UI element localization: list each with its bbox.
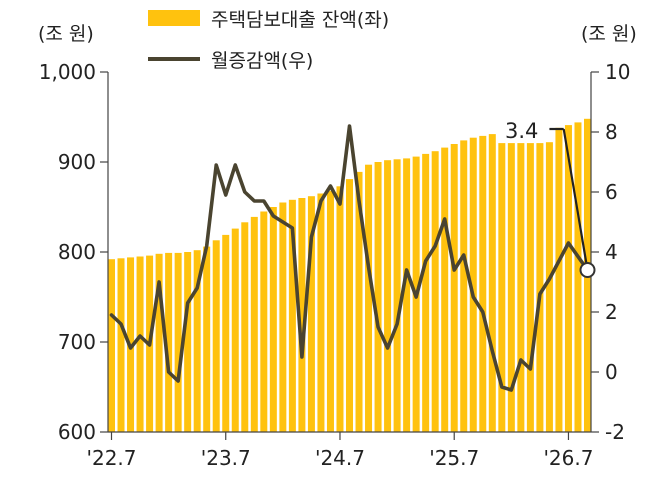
bar (469, 137, 477, 432)
bar (260, 211, 268, 432)
bar (526, 143, 534, 432)
bar (517, 143, 525, 432)
right-tick-label: 8 (605, 120, 618, 144)
bar (488, 134, 496, 432)
right-tick-label: 6 (605, 180, 618, 204)
left-tick-label: 1,000 (39, 60, 96, 84)
bar (250, 216, 258, 432)
x-tick-label: '24.7 (315, 446, 365, 470)
bar (326, 190, 334, 432)
bar (441, 147, 449, 432)
bar (393, 159, 401, 433)
bar (117, 258, 125, 432)
bar (307, 196, 315, 432)
last-point-marker (579, 262, 596, 278)
bar (184, 252, 192, 432)
right-unit-label: (조 원) (581, 23, 637, 45)
bar (545, 142, 553, 432)
bar (564, 125, 572, 432)
right-tick-label: -2 (605, 420, 625, 444)
left-tick-label: 600 (58, 420, 96, 444)
bar (288, 199, 296, 432)
bar (136, 256, 144, 432)
bar (536, 143, 544, 432)
bar (431, 151, 439, 432)
bar (108, 259, 115, 432)
legend-label-line: 월증감액(우) (211, 50, 313, 72)
left-unit-label: (조 원) (38, 23, 94, 45)
right-tick-label: 2 (605, 300, 618, 324)
line-layer (109, 124, 596, 392)
right-tick-label: 4 (605, 240, 618, 264)
bar (479, 135, 487, 432)
bar (269, 207, 277, 432)
legend-swatch-bar (148, 10, 200, 26)
bar (355, 171, 363, 432)
bars-layer (108, 118, 591, 433)
bar (574, 122, 582, 433)
line-series-path (109, 124, 590, 392)
bar (155, 253, 163, 432)
bar (374, 162, 382, 432)
bar (450, 144, 458, 432)
bar (498, 143, 506, 432)
x-tick-label: '25.7 (429, 446, 479, 470)
bar (279, 202, 287, 432)
bar (555, 127, 563, 433)
bar (384, 160, 392, 432)
legend: 주택담보대출 잔액(좌) 월증감액(우) (148, 9, 389, 72)
bar (460, 140, 468, 432)
bar (346, 179, 353, 432)
bar (317, 193, 325, 432)
bar (165, 252, 173, 432)
bar (222, 234, 230, 432)
annotation-label: 3.4 (505, 119, 538, 143)
bar (422, 153, 430, 432)
left-tick-label: 700 (58, 330, 96, 354)
right-tick-label: 10 (605, 60, 630, 84)
left-tick-label: 900 (58, 150, 96, 174)
x-tick-label: '23.7 (201, 446, 251, 470)
x-tick-label: '22.7 (86, 446, 136, 470)
bar (231, 228, 239, 432)
bar (403, 158, 411, 432)
bar (298, 198, 306, 432)
bar (507, 143, 515, 432)
right-tick-label: 0 (605, 360, 618, 384)
bar (365, 164, 373, 432)
bar (241, 222, 249, 432)
ticks-layer: 1,000 900 800 700 600 10 8 6 4 2 0 -2 '22.7 '23.7 '24.… (39, 60, 631, 470)
bar (212, 240, 220, 432)
bar (193, 250, 201, 432)
bar (174, 252, 182, 432)
legend-label-bar: 주택담보대출 잔액(좌) (211, 9, 389, 31)
bar (336, 186, 344, 432)
bar (203, 246, 211, 432)
left-tick-label: 800 (58, 240, 96, 264)
x-tick-label: '26.7 (543, 446, 593, 470)
annotation-leader (562, 128, 589, 271)
